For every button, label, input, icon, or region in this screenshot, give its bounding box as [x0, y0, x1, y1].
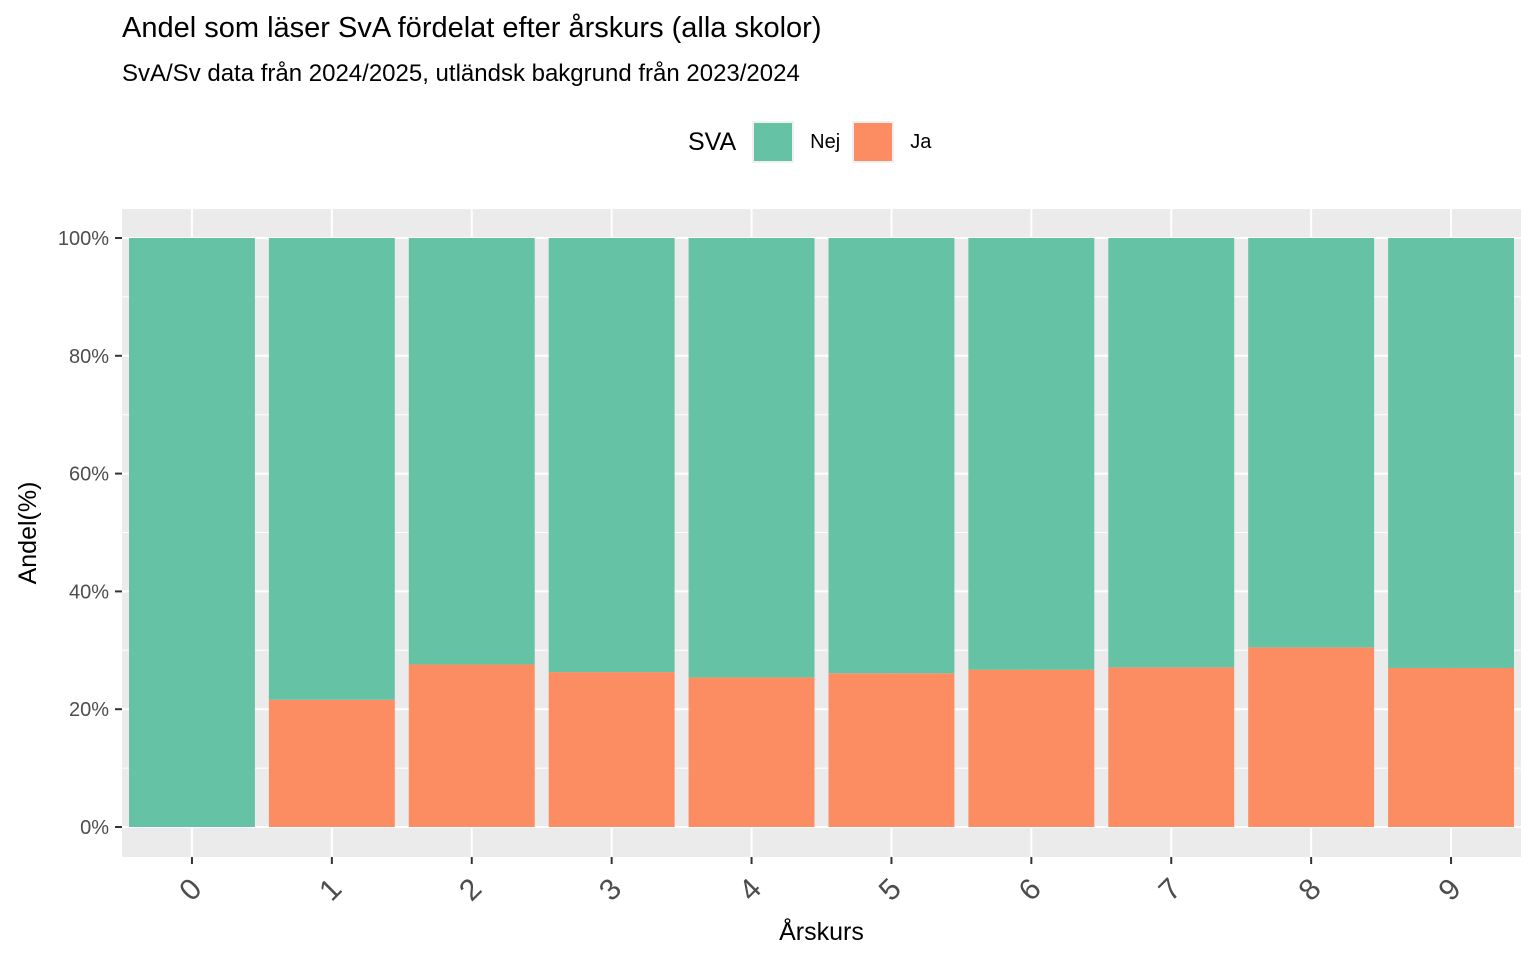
bar-nej-7	[1108, 238, 1235, 668]
legend-label-ja: Ja	[910, 130, 932, 153]
bar-ja-3	[548, 672, 675, 827]
x-tick-label: 1	[313, 872, 348, 907]
bar-ja-5	[828, 673, 955, 827]
bar-nej-5	[828, 238, 955, 674]
bar-ja-7	[1108, 667, 1235, 827]
bar-ja-1	[268, 699, 395, 827]
y-tick-label: 0%	[80, 817, 109, 839]
bar-nej-8	[1248, 238, 1375, 648]
y-tick-label: 80%	[69, 346, 109, 368]
bar-nej-0	[128, 238, 255, 827]
y-tick-label: 100%	[58, 228, 109, 250]
bar-nej-9	[1388, 238, 1515, 668]
legend-item-ja: Ja	[852, 121, 931, 163]
bar-ja-9	[1388, 667, 1515, 827]
y-axis-title: Andel(%)	[14, 482, 42, 585]
y-tick-label: 40%	[69, 581, 109, 603]
x-tick-label: 6	[1013, 872, 1048, 907]
legend: SVA Nej Ja	[688, 119, 943, 165]
x-tick-label: 2	[453, 872, 488, 907]
bar-nej-3	[548, 238, 675, 673]
x-tick-label: 4	[733, 872, 768, 907]
legend-key-ja	[852, 121, 895, 163]
bar-ja-2	[408, 664, 535, 827]
chart-subtitle: SvA/Sv data från 2024/2025, utländsk bak…	[122, 60, 800, 87]
legend-title: SVA	[688, 127, 737, 156]
x-tick-label: 7	[1153, 872, 1188, 907]
bar-nej-6	[968, 238, 1095, 670]
y-tick-label: 60%	[69, 464, 109, 486]
legend-label-nej: Nej	[810, 130, 841, 153]
bar-nej-4	[688, 238, 815, 678]
bar-ja-4	[688, 677, 815, 827]
y-tick-label: 20%	[69, 699, 109, 721]
bar-nej-2	[408, 238, 535, 665]
x-tick-label: 9	[1432, 872, 1467, 907]
x-axis-title: Årskurs	[779, 916, 864, 946]
legend-item-nej: Nej	[752, 121, 840, 163]
legend-key-nej	[752, 121, 795, 163]
x-tick-label: 3	[593, 872, 628, 907]
bar-ja-8	[1248, 647, 1375, 827]
x-tick-label: 5	[873, 872, 908, 907]
bar-ja-6	[968, 669, 1095, 827]
x-tick-label: 8	[1292, 872, 1327, 907]
bar-nej-1	[268, 238, 395, 700]
x-tick-label: 0	[173, 872, 208, 907]
chart-title: Andel som läser SvA fördelat efter årsku…	[122, 12, 822, 44]
